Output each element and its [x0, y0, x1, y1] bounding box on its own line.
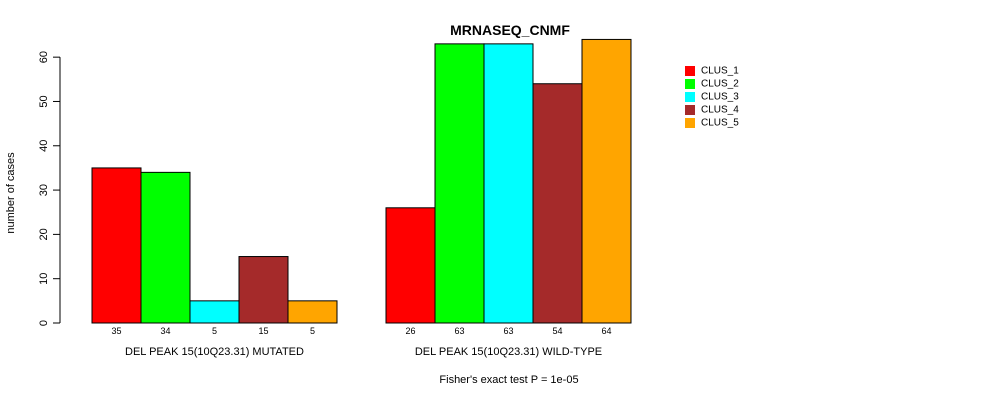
bar-count-label: 35 [111, 326, 121, 336]
group-label: DEL PEAK 15(10Q23.31) WILD-TYPE [415, 346, 602, 358]
legend-label: CLUS_3 [701, 92, 739, 103]
legend-swatch [685, 105, 695, 115]
legend-swatch [685, 118, 695, 128]
bars: 35 34 5 15 5 26 63 63 54 64 [91, 38, 632, 336]
legend-swatch [685, 79, 695, 89]
legend-label: CLUS_5 [701, 118, 739, 129]
bar-clus-5-group-2 [581, 38, 632, 324]
bar-clus-3-group-1 [189, 300, 240, 324]
bar-count-label: 34 [160, 326, 170, 336]
y-tick-label: 10 [38, 273, 50, 285]
legend-label: CLUS_2 [701, 79, 739, 90]
y-tick-label: 0 [38, 320, 50, 326]
bar-count-label: 26 [405, 326, 415, 336]
bar-clus-2-group-1 [140, 171, 191, 324]
bar-count-label: 5 [310, 326, 315, 336]
bar-count-label: 15 [258, 326, 268, 336]
bar-clus-1-group-2 [385, 207, 436, 324]
bar-clus-5-group-1 [287, 300, 338, 324]
bar-count-label: 64 [601, 326, 611, 336]
footer-note: Fisher's exact test P = 1e-05 [439, 374, 578, 386]
chart-title: MRNASEQ_CNMF [450, 22, 570, 38]
group-label: DEL PEAK 15(10Q23.31) MUTATED [125, 346, 304, 358]
y-tick-label: 50 [38, 95, 50, 107]
y-tick-label: 30 [38, 184, 50, 196]
bar-count-label: 5 [212, 326, 217, 336]
bar-clus-4-group-1 [238, 256, 289, 324]
bar-clus-3-group-2 [483, 43, 534, 324]
legend-swatch [685, 66, 695, 76]
legend-swatch [685, 92, 695, 102]
y-tick-label: 40 [38, 140, 50, 152]
bar-count-label: 63 [454, 326, 464, 336]
bar-clus-4-group-2 [532, 83, 583, 324]
y-axis: 0 10 20 30 40 50 60 [38, 51, 61, 326]
bar-count-label: 63 [503, 326, 513, 336]
bar-clus-1-group-1 [91, 167, 142, 324]
legend-label: CLUS_1 [701, 66, 739, 77]
bar-count-label: 54 [552, 326, 562, 336]
y-tick-label: 20 [38, 228, 50, 240]
y-axis-label: number of cases [5, 152, 17, 234]
y-tick-label: 60 [38, 51, 50, 63]
group-labels: DEL PEAK 15(10Q23.31) MUTATED DEL PEAK 15… [125, 346, 602, 358]
bar-clus-2-group-2 [434, 43, 485, 324]
legend: CLUS_1 CLUS_2 CLUS_3 CLUS_4 CLUS_5 [685, 66, 739, 129]
legend-label: CLUS_4 [701, 105, 739, 116]
